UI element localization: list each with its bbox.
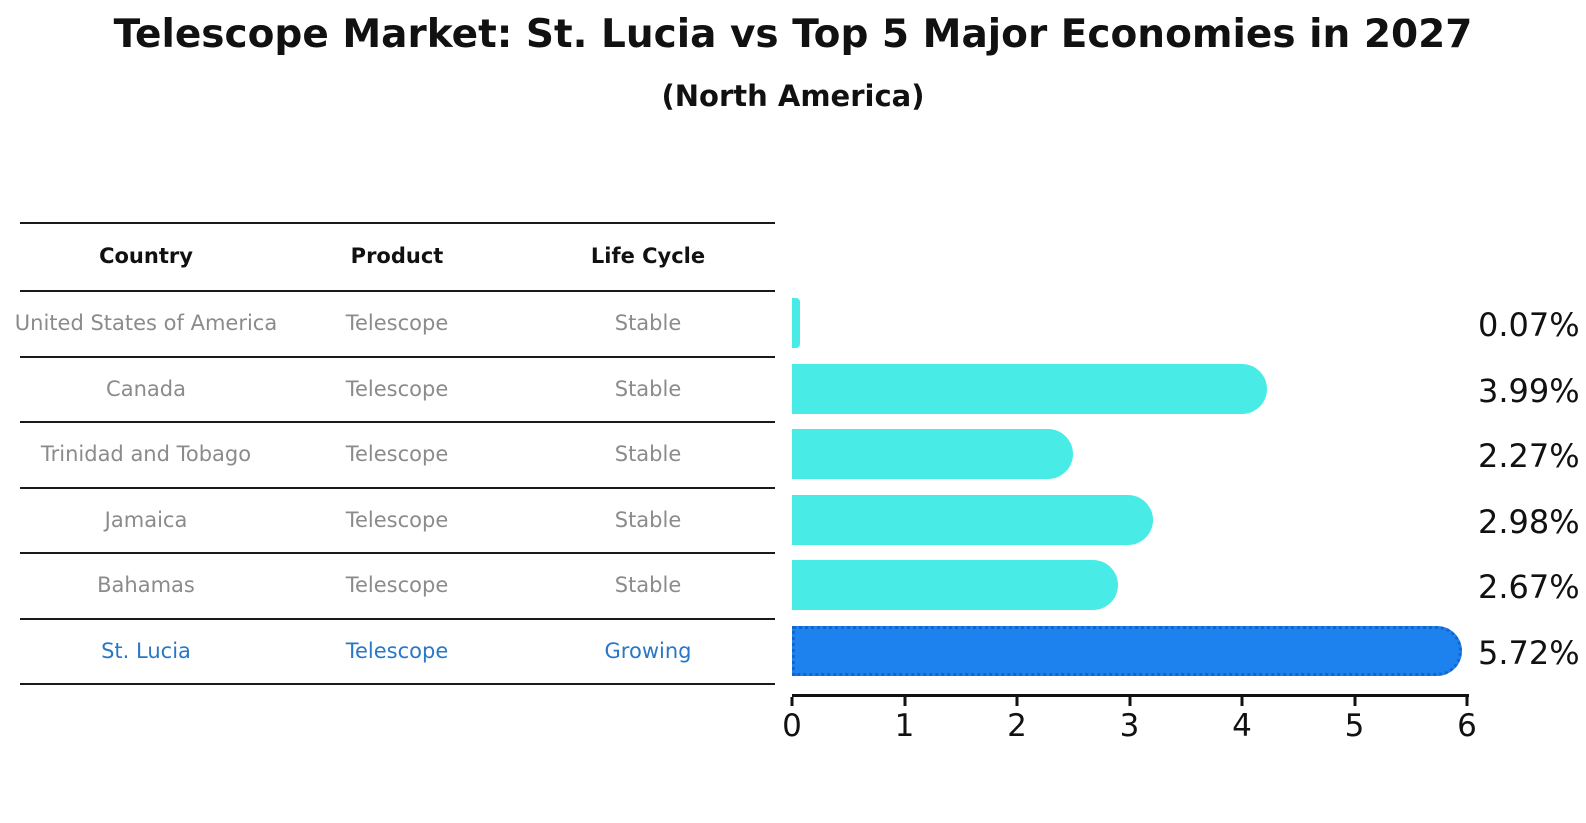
chart-title: Telescope Market: St. Lucia vs Top 5 Maj… xyxy=(113,12,1473,57)
product-cell: Telescope xyxy=(345,507,449,532)
life-cycle-cell: Stable xyxy=(614,507,682,532)
value-label: 2.98% xyxy=(1478,502,1580,541)
bar-2 xyxy=(792,429,1074,479)
country-cell: Trinidad and Tobago xyxy=(40,442,252,466)
column-header-country: Country xyxy=(99,244,193,268)
country-cell: Bahamas xyxy=(97,573,195,597)
x-axis-tick xyxy=(1015,697,1019,706)
life-cycle-cell: Stable xyxy=(614,311,682,335)
table-divider xyxy=(20,421,775,423)
table-divider xyxy=(20,222,775,224)
country-cell: St. Lucia xyxy=(101,638,191,663)
column-header-product: Product xyxy=(350,244,444,268)
bar-4 xyxy=(792,560,1119,610)
column-header-life-cycle: Life Cycle xyxy=(590,244,706,268)
table-divider xyxy=(20,683,775,685)
value-label: 2.67% xyxy=(1478,568,1580,606)
value-label: 2.27% xyxy=(1478,437,1580,475)
x-axis-tick xyxy=(1240,697,1244,706)
x-axis-tick xyxy=(1465,697,1469,706)
x-axis-tick-label: 3 xyxy=(1119,708,1140,744)
value-label: 3.99% xyxy=(1478,371,1580,410)
table-divider xyxy=(20,618,775,620)
product-cell: Telescope xyxy=(345,311,449,335)
x-axis-tick-label: 5 xyxy=(1344,708,1365,744)
x-axis-tick-label: 2 xyxy=(1007,708,1027,744)
table-divider xyxy=(20,552,775,554)
x-axis-tick xyxy=(1128,697,1131,706)
x-axis-tick-label: 1 xyxy=(894,708,915,744)
table-divider xyxy=(20,290,775,292)
value-label: 5.72% xyxy=(1478,633,1580,672)
value-label: 0.07% xyxy=(1478,306,1580,344)
product-cell: Telescope xyxy=(345,442,449,466)
x-axis-tick xyxy=(790,697,794,706)
x-axis-tick xyxy=(903,697,906,706)
life-cycle-cell: Growing xyxy=(604,638,692,663)
bar-3 xyxy=(792,494,1154,545)
x-axis-tick-label: 0 xyxy=(782,708,802,744)
table-divider xyxy=(20,487,775,489)
bar-highlight-5 xyxy=(792,625,1462,676)
life-cycle-cell: Stable xyxy=(614,573,682,597)
x-axis-tick xyxy=(1353,697,1356,706)
product-cell: Telescope xyxy=(345,573,449,597)
chart-subtitle: (North America) xyxy=(661,79,925,113)
bar-0 xyxy=(792,298,800,348)
bar-1 xyxy=(792,363,1267,414)
x-axis-tick-label: 4 xyxy=(1232,708,1252,744)
product-cell: Telescope xyxy=(345,638,449,663)
x-axis-line xyxy=(792,694,1469,697)
product-cell: Telescope xyxy=(345,376,449,401)
x-axis-tick-label: 6 xyxy=(1457,708,1477,744)
life-cycle-cell: Stable xyxy=(614,376,682,401)
country-cell: United States of America xyxy=(14,311,278,335)
country-cell: Canada xyxy=(106,376,186,401)
table-divider xyxy=(20,356,775,358)
country-cell: Jamaica xyxy=(104,507,188,532)
life-cycle-cell: Stable xyxy=(614,442,682,466)
